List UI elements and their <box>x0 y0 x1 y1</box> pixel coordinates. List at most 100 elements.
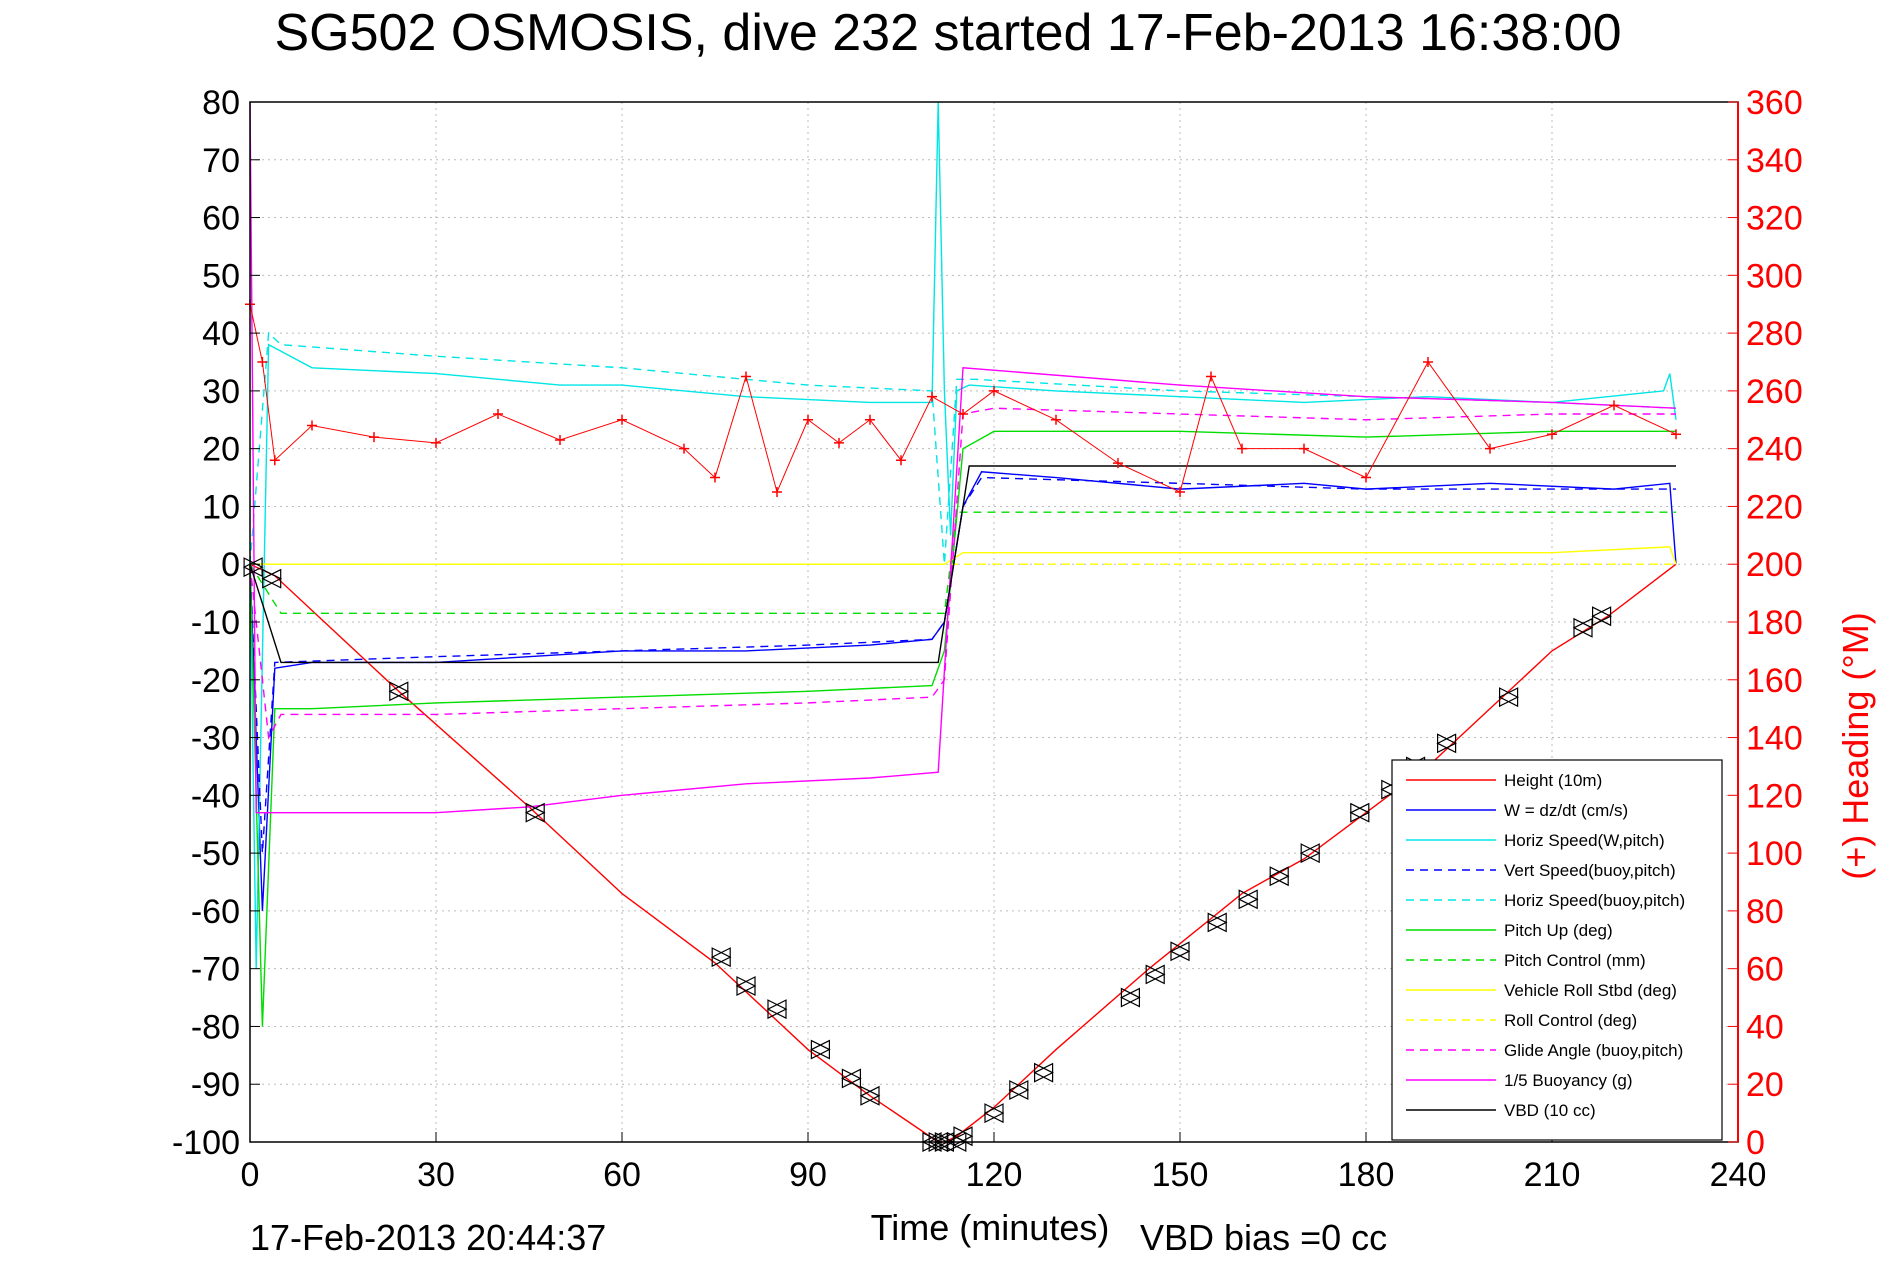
height-marker <box>952 1126 973 1147</box>
heading-tick-label: 300 <box>1746 257 1803 295</box>
legend-label: Vehicle Roll Stbd (deg) <box>1504 981 1677 1000</box>
heading-point <box>307 420 317 431</box>
x-tick-label: 150 <box>1152 1156 1209 1194</box>
heading-tick-label: 220 <box>1746 488 1803 526</box>
y-tick-label: 20 <box>202 431 240 469</box>
legend: Height (10m) W = dz/dt (cm/s) Horiz Speed(… <box>1391 759 1723 1141</box>
height-marker <box>810 1039 831 1060</box>
heading-trace <box>249 304 1677 494</box>
y-tick-label: -100 <box>172 1124 240 1162</box>
y-tick-label: 60 <box>202 200 240 238</box>
heading-point <box>257 357 268 367</box>
y-tick-label: 80 <box>202 84 240 122</box>
heading-tick-label: 120 <box>1746 777 1803 815</box>
heading-tick-label: 160 <box>1746 662 1803 700</box>
heading-point <box>431 437 441 448</box>
heading-tick-label: 40 <box>1746 1008 1784 1046</box>
heading-tick-label: 20 <box>1746 1066 1784 1104</box>
heading-point <box>679 443 689 454</box>
y-tick-label: -90 <box>191 1066 240 1104</box>
y-tick-label: 10 <box>202 488 240 526</box>
series-line-pitch-up-deg <box>249 430 1676 1027</box>
heading-axis-ticks: 3603403203002802602402202001801601401201… <box>1728 84 1803 1162</box>
heading-point <box>803 414 813 425</box>
series-line-pitch-control-mm <box>249 511 1676 615</box>
height-marker <box>1268 866 1289 887</box>
series-line-horiz-speed-buoy-pitch <box>249 331 1677 565</box>
chart-title: SG502 OSMOSIS, dive 232 started 17-Feb-2… <box>274 4 1621 62</box>
height-marker <box>1008 1080 1029 1100</box>
y-tick-label: -60 <box>191 893 240 931</box>
height-marker <box>261 568 282 589</box>
series-line-vbd-10-cc <box>249 465 1676 664</box>
height-marker <box>710 947 731 968</box>
heading-point <box>1299 443 1309 454</box>
y-tick-label: -70 <box>191 951 240 989</box>
legend-label: Horiz Speed(buoy,pitch) <box>1504 891 1685 910</box>
heading-point <box>1485 443 1495 454</box>
x-tick-label: 240 <box>1710 1156 1767 1194</box>
series-line-glide-angle-buoy-pitch <box>249 407 1676 740</box>
legend-label: Horiz Speed(W,pitch) <box>1504 831 1665 850</box>
heading-point <box>834 437 844 448</box>
legend-label: 1/5 Buoyancy (g) <box>1504 1071 1633 1090</box>
heading-point <box>896 455 906 466</box>
series-line-1-5-buoyancy-g <box>249 101 1677 814</box>
heading-tick-label: 100 <box>1746 835 1803 873</box>
height-marker <box>1144 964 1165 985</box>
y-tick-label: 40 <box>202 315 240 353</box>
heading-point <box>989 385 999 396</box>
height-marker <box>1349 802 1370 823</box>
heading-tick-label: 240 <box>1746 431 1803 469</box>
x-axis-ticks: 0 30 60 90 120 150 180 210 240 <box>241 1132 1767 1194</box>
y-tick-label: 0 <box>221 546 240 584</box>
height-marker <box>1207 912 1228 933</box>
height-marker <box>524 802 545 823</box>
series-line-vehicle-roll-stbd-deg <box>250 546 1677 565</box>
height-marker <box>1120 987 1141 1008</box>
y-tick-label: -50 <box>191 835 240 873</box>
series-line-vert-speed-buoy-pitch <box>249 476 1676 854</box>
heading-tick-label: 320 <box>1746 200 1803 238</box>
height-marker <box>1299 843 1320 864</box>
heading-tick-label: 180 <box>1746 604 1803 642</box>
height-marker <box>1436 733 1457 754</box>
height-marker <box>242 557 263 578</box>
plot-series <box>249 101 1677 1143</box>
x-tick-label: 60 <box>603 1156 641 1194</box>
y-tick-label: -80 <box>191 1008 240 1046</box>
y-tick-label: -40 <box>191 777 240 815</box>
heading-point <box>1206 371 1216 382</box>
height-marker <box>1591 606 1612 627</box>
x-tick-label: 0 <box>241 1156 260 1194</box>
heading-point <box>493 409 503 419</box>
height-marker <box>1572 617 1593 638</box>
heading-point <box>1237 443 1247 454</box>
height-marker <box>841 1068 862 1089</box>
height-marker <box>810 1039 831 1060</box>
heading-tick-label: 360 <box>1746 84 1803 122</box>
x-tick-label: 120 <box>966 1156 1023 1194</box>
legend-label: W = dz/dt (cm/s) <box>1504 801 1628 820</box>
height-marker <box>1169 941 1190 962</box>
legend-label: Pitch Up (deg) <box>1504 921 1613 940</box>
heading-point <box>269 455 280 466</box>
legend-label: Roll Control (deg) <box>1504 1011 1637 1030</box>
heading-axis-label: (+) Heading (°M) <box>1835 612 1876 879</box>
heading-tick-label: 280 <box>1746 315 1803 353</box>
heading-point <box>1361 472 1371 483</box>
height-marker <box>1120 987 1141 1008</box>
timestamp-label: 17-Feb-2013 20:44:37 <box>250 1217 606 1258</box>
height-marker <box>983 1103 1004 1124</box>
y-tick-label: 50 <box>202 257 240 295</box>
y-tick-label: 30 <box>202 373 240 411</box>
heading-point <box>927 391 937 402</box>
height-marker <box>1033 1062 1054 1083</box>
y-tick-label: -30 <box>191 720 240 758</box>
height-marker <box>388 681 409 702</box>
heading-tick-label: 200 <box>1746 546 1803 584</box>
x-tick-label: 30 <box>417 1156 455 1194</box>
legend-label: Pitch Control (mm) <box>1504 951 1646 970</box>
heading-point <box>865 414 875 425</box>
